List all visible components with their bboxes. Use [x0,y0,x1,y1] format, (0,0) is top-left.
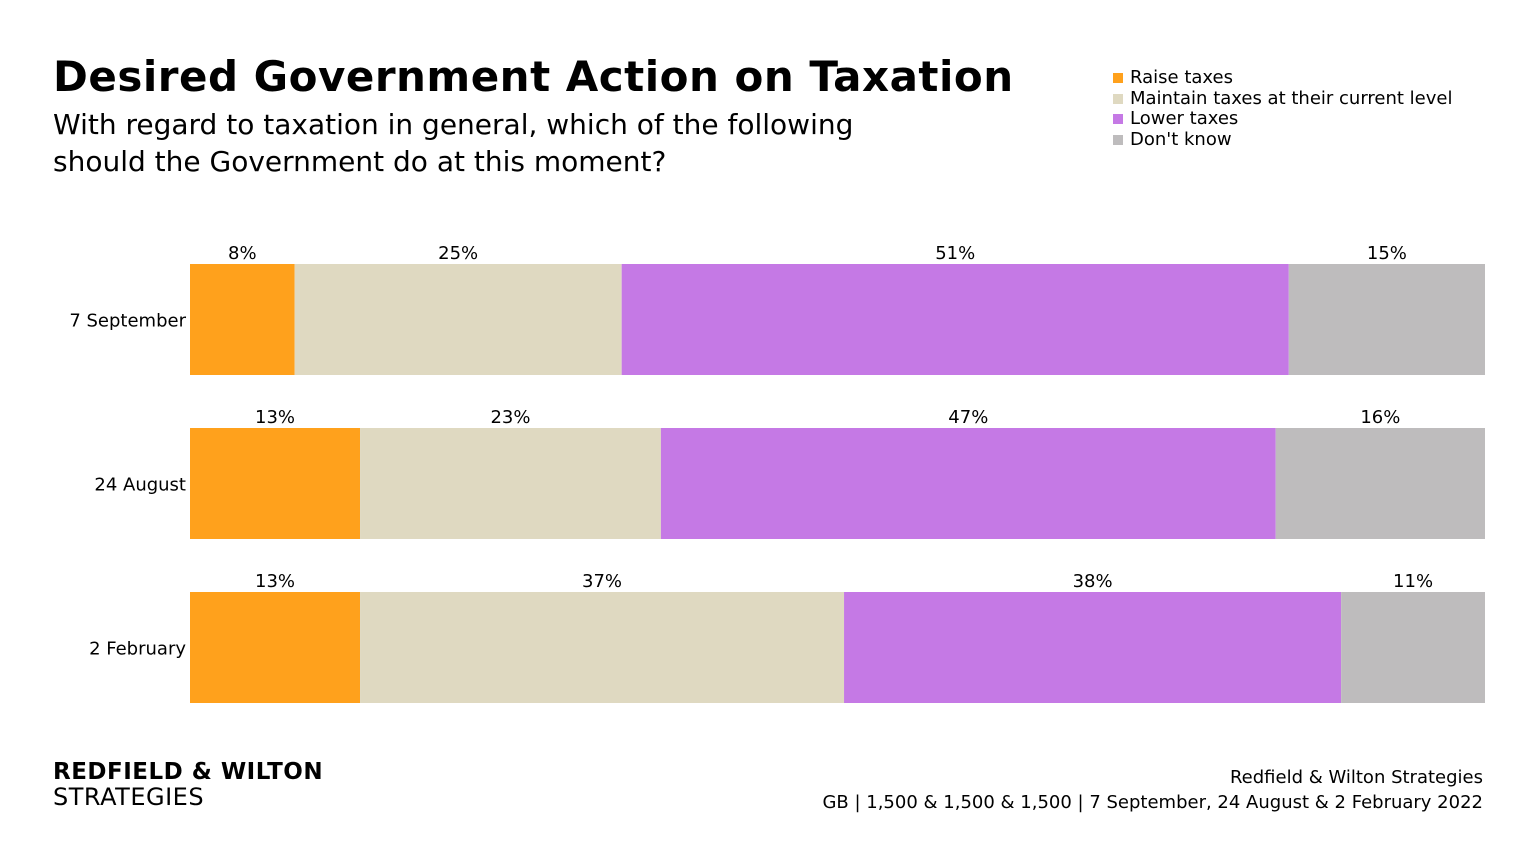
logo-line-2: STRATEGIES [53,783,205,811]
value-label-raise-taxes-2-february: 13% [255,571,295,592]
logo-line-1: REDFIELD & WILTON [53,759,324,785]
source-line-2: GB | 1,500 & 1,500 & 1,500 | 7 September… [822,792,1483,813]
bar-lower-taxes-2-february [844,592,1342,703]
bar-maintain-taxes-at-their-current-level-2-february [360,592,845,703]
legend-label-lower: Lower taxes [1130,108,1239,129]
bar-don-t-know-24-august [1275,428,1485,539]
value-label-raise-taxes-24-august: 13% [255,407,295,428]
bar-lower-taxes-7-september [621,264,1289,375]
legend-label-dont-know: Don't know [1130,128,1232,150]
legend-swatch-lower [1113,114,1123,125]
value-label-lower-taxes-2-february: 38% [1073,571,1113,592]
value-label-maintain-taxes-at-their-current-level-2-february: 37% [582,571,622,592]
legend-label-maintain: Maintain taxes at their current level [1130,87,1453,109]
value-label-maintain-taxes-at-their-current-level-24-august: 23% [490,407,530,428]
bar-maintain-taxes-at-their-current-level-7-september [294,264,622,375]
legend-item-maintain: Maintain taxes at their current level [1113,87,1453,110]
legend-label-raise: Raise taxes [1130,67,1233,88]
legend-item-raise: Raise taxes [1113,67,1452,89]
legend-item-lower: Lower taxes [1113,108,1452,130]
bar-lower-taxes-24-august [660,428,1276,539]
category-label-2-february: 2 February [89,639,186,660]
legend-item-dont-know: Don't know [1113,128,1452,151]
category-label-24-august: 24 August [94,475,186,496]
bar-don-t-know-7-september [1288,264,1485,375]
chart-subtitle: With regard to taxation in general, whic… [53,108,854,178]
bar-raise-taxes-7-september [190,264,295,375]
legend-swatch-raise [1113,73,1123,84]
brand-logo: REDFIELD & WILTON STRATEGIES [53,760,323,810]
chart-title: Desired Government Action on Taxation [53,52,1014,101]
legend-swatch-dont-know [1113,134,1123,145]
category-label-7-september: 7 September [69,311,186,332]
value-label-raise-taxes-7-september: 8% [228,243,257,264]
value-label-maintain-taxes-at-their-current-level-7-september: 25% [438,243,478,264]
source-line-1: Redfield & Wilton Strategies [1229,767,1483,788]
legend-swatch-maintain [1113,93,1123,104]
value-label-lower-taxes-24-august: 47% [948,407,988,428]
bar-don-t-know-2-february [1341,592,1485,703]
bar-maintain-taxes-at-their-current-level-24-august [360,428,661,539]
bar-raise-taxes-24-august [190,428,361,539]
value-label-don-t-know-7-september: 15% [1367,243,1407,264]
legend: Raise taxes Maintain taxes at their curr… [1113,67,1453,151]
bar-raise-taxes-2-february [190,592,361,703]
value-label-lower-taxes-7-september: 51% [935,243,975,264]
value-label-don-t-know-24-august: 16% [1360,407,1400,428]
source-note: Redfield & Wilton Strategies GB | 1,500 … [822,765,1483,815]
value-label-don-t-know-2-february: 11% [1393,571,1433,592]
